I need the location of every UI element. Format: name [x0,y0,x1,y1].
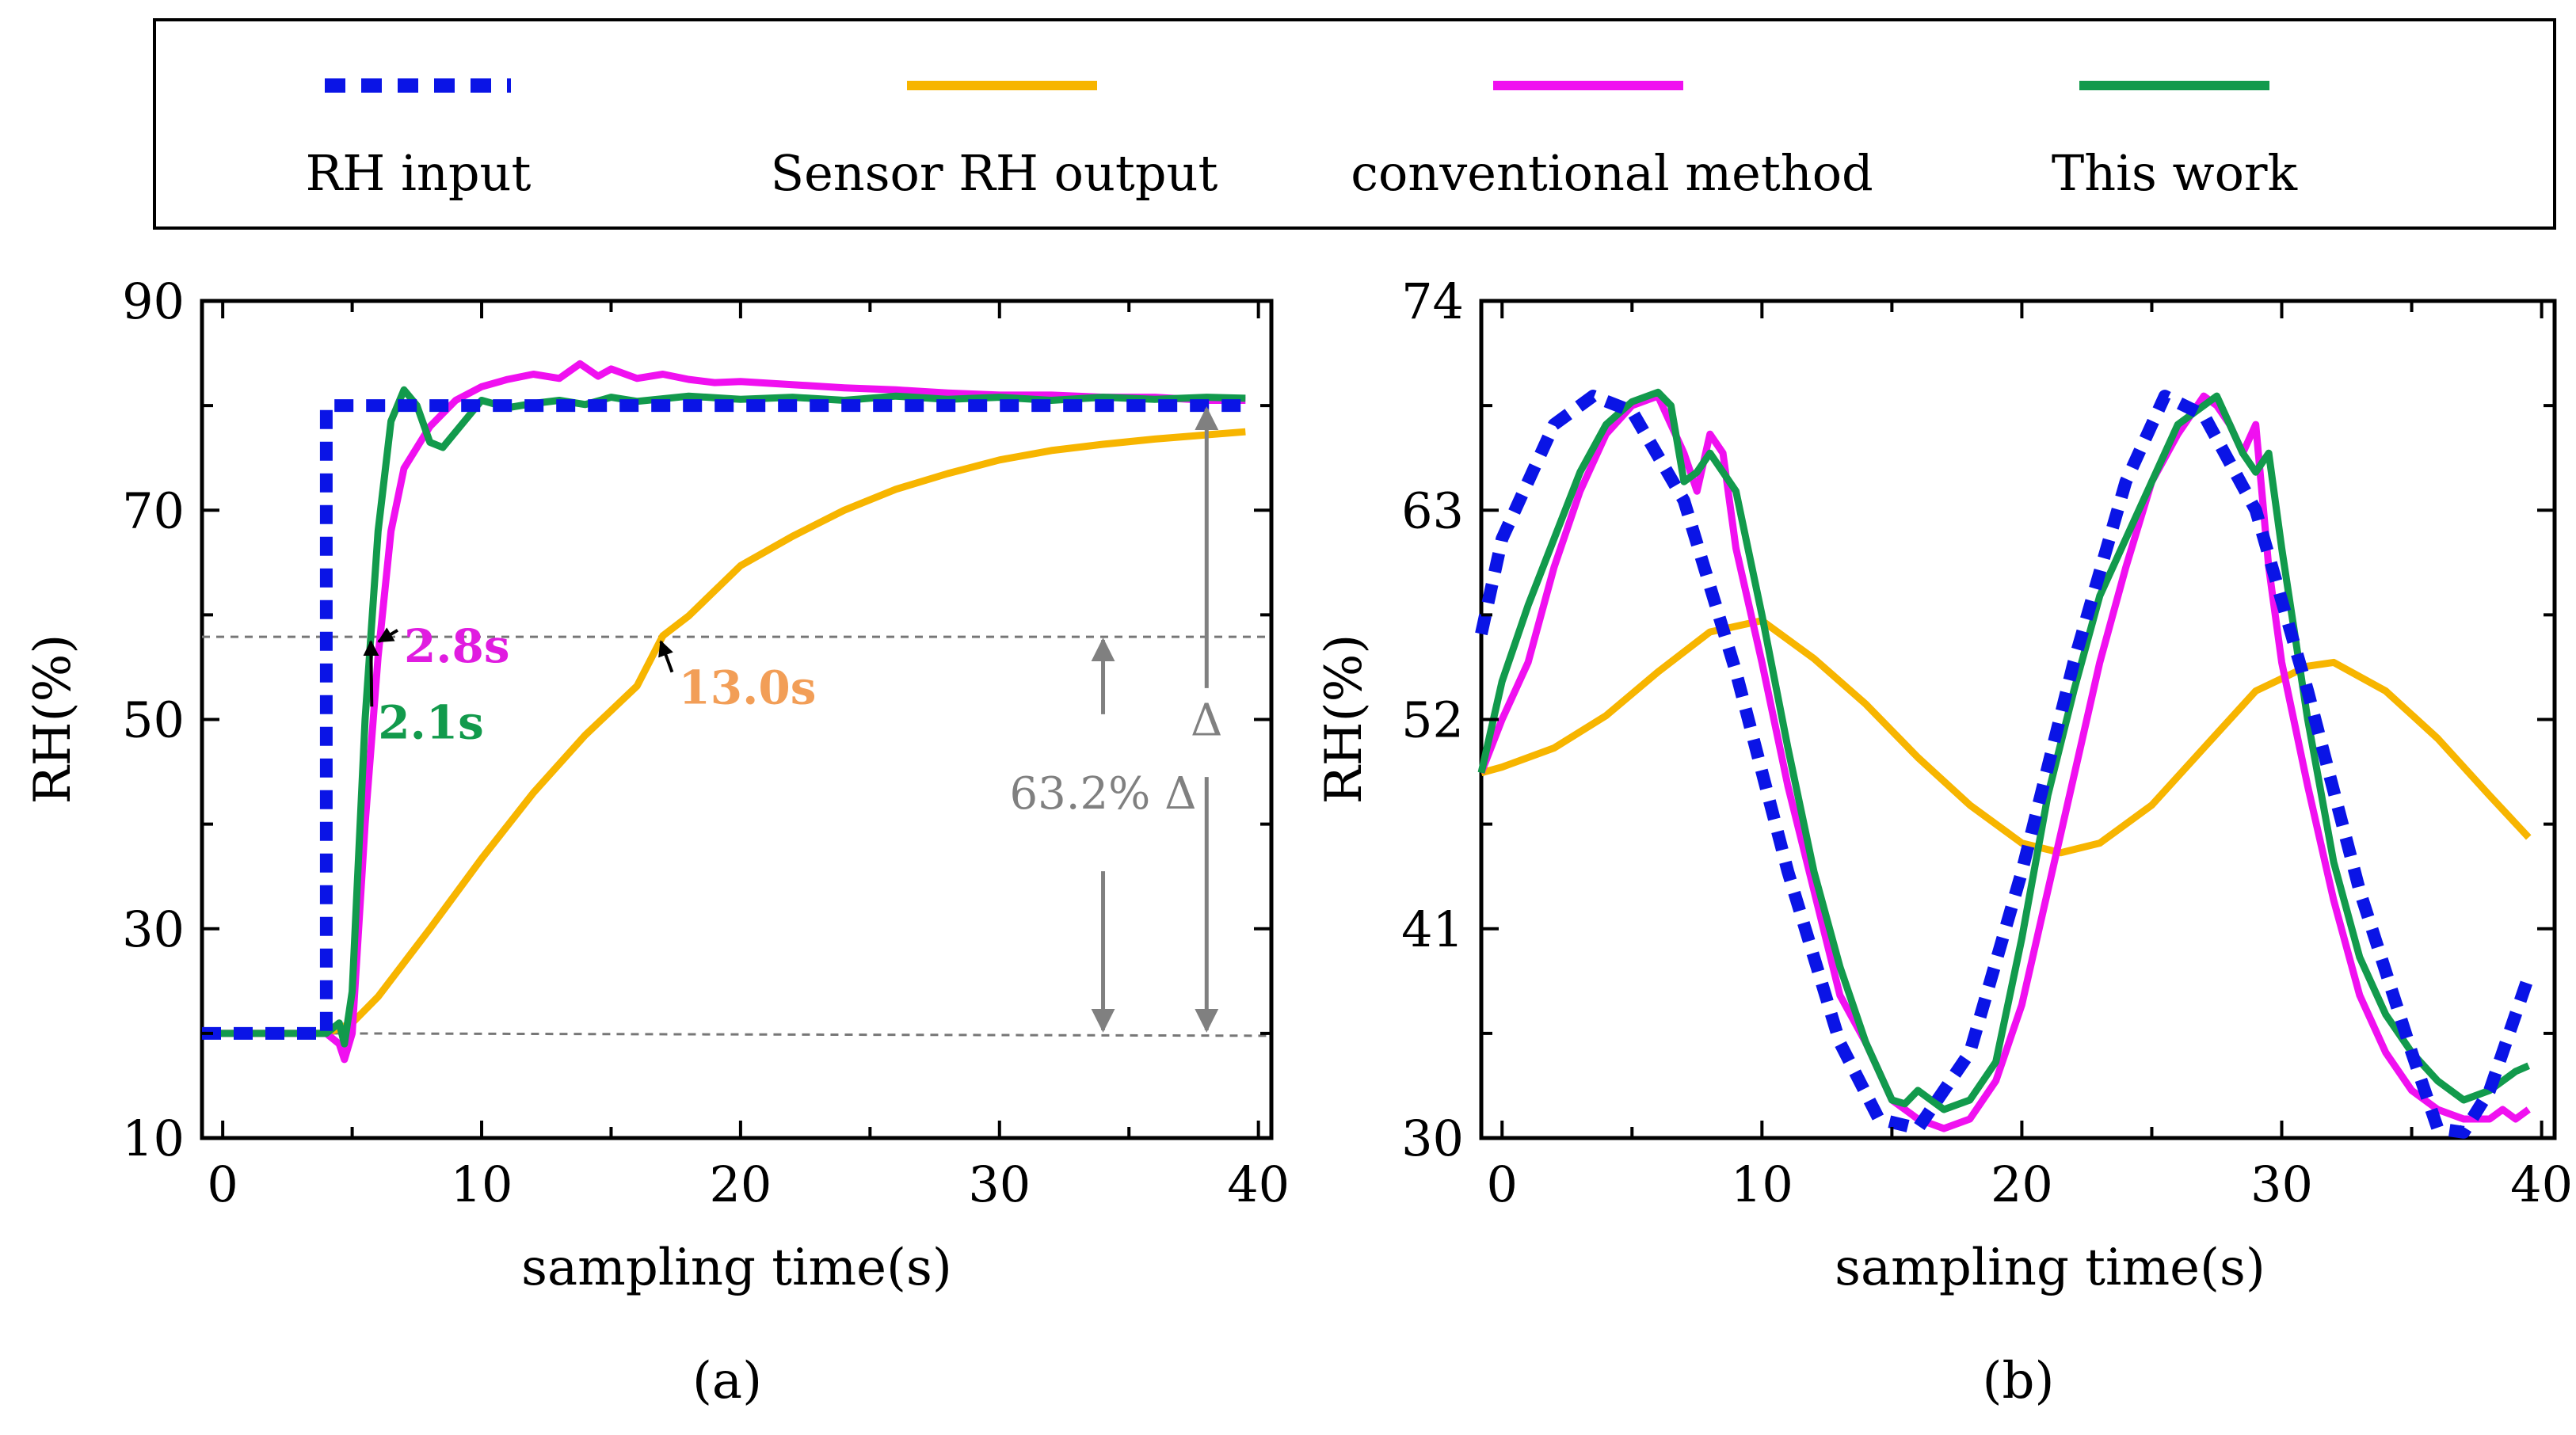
y-tick-label-a: 50 [122,691,185,749]
annotation-label-1: 2.1s [378,695,484,749]
series-b [1475,388,2535,1139]
series-line-rh-input-b [1475,390,2535,1139]
series-line-rh-input-a [202,399,1246,1040]
x-tick-label-a: 20 [709,1155,772,1213]
legend-item-conventional: conventional method [1351,81,1873,202]
y-tick-label-b: 30 [1401,1110,1464,1167]
ticks-a: 0 10 20 30 40 10 30 50 70 90 [122,272,1290,1213]
annotations-a: 2.8s 2.1s 13.0s 63.2% Δ Δ [363,406,1223,1033]
series-line-sensor-a [202,428,1246,1037]
x-tick-label-b: 30 [2250,1155,2313,1213]
caption-a: (a) [692,1352,762,1410]
x-tick-label-b: 20 [1991,1155,2053,1213]
legend: RH input Sensor RH output conventional m… [153,18,2556,230]
xlabel-b: sampling time(s) [1835,1239,2265,1297]
legend-item-rh-input: RH input [306,78,532,202]
y-tick-label-b: 41 [1401,900,1464,958]
series-a [202,360,1246,1064]
legend-item-sensor: Sensor RH output [771,81,1218,202]
x-tick-label-b: 0 [1487,1155,1518,1213]
legend-box [153,18,2556,230]
y-tick-label-a: 90 [122,272,185,330]
annotation-arrow-1 [363,640,379,707]
y-tick-label-a: 70 [122,482,185,539]
annotation-arrow-0 [377,627,398,643]
series-line-this-work-b [1477,388,2531,1113]
annotation-arrow-2 [658,640,674,673]
legend-label-sensor: Sensor RH output [771,144,1218,202]
ylabel-b: RH(%) [1315,634,1374,805]
annotation-label-3: 63.2% Δ [1009,768,1196,820]
chart-panel-a: 0 10 20 30 40 10 30 50 70 90 2.8s 2.1s 13.0s 63.2% Δ… [24,272,1290,1410]
x-tick-label-a: 0 [207,1155,238,1213]
guide-line-baseline [331,1032,1272,1037]
x-tick-label-a: 10 [451,1155,513,1213]
legend-label-rh-input: RH input [306,144,532,202]
y-tick-label-a: 30 [122,900,185,958]
y-tick-label-b: 74 [1401,272,1464,330]
annotation-label-2: 13.0s [678,661,816,715]
y-tick-label-a: 10 [122,1110,185,1167]
x-tick-label-b: 40 [2510,1155,2573,1213]
annotation-label-4: Δ [1191,695,1222,746]
chart-panel-b: 0 10 20 30 40 30 41 52 63 74 sampling time(s) RH(… [1315,272,2573,1410]
y-tick-label-b: 52 [1401,691,1464,749]
legend-label-this-work: This work [2052,144,2298,202]
x-tick-label-a: 30 [968,1155,1031,1213]
xlabel-a: sampling time(s) [521,1239,952,1297]
legend-item-this-work: This work [2052,81,2298,202]
series-line-sensor-b [1480,617,2532,857]
x-tick-label-b: 10 [1731,1155,1793,1213]
ylabel-a: RH(%) [24,634,82,805]
y-tick-label-b: 63 [1401,482,1464,539]
legend-label-conventional: conventional method [1351,144,1873,202]
x-tick-label-a: 40 [1227,1155,1290,1213]
caption-b: (b) [1983,1352,2055,1410]
annotation-label-0: 2.8s [404,619,510,673]
ticks-b: 0 10 20 30 40 30 41 52 63 74 [1401,272,2573,1213]
